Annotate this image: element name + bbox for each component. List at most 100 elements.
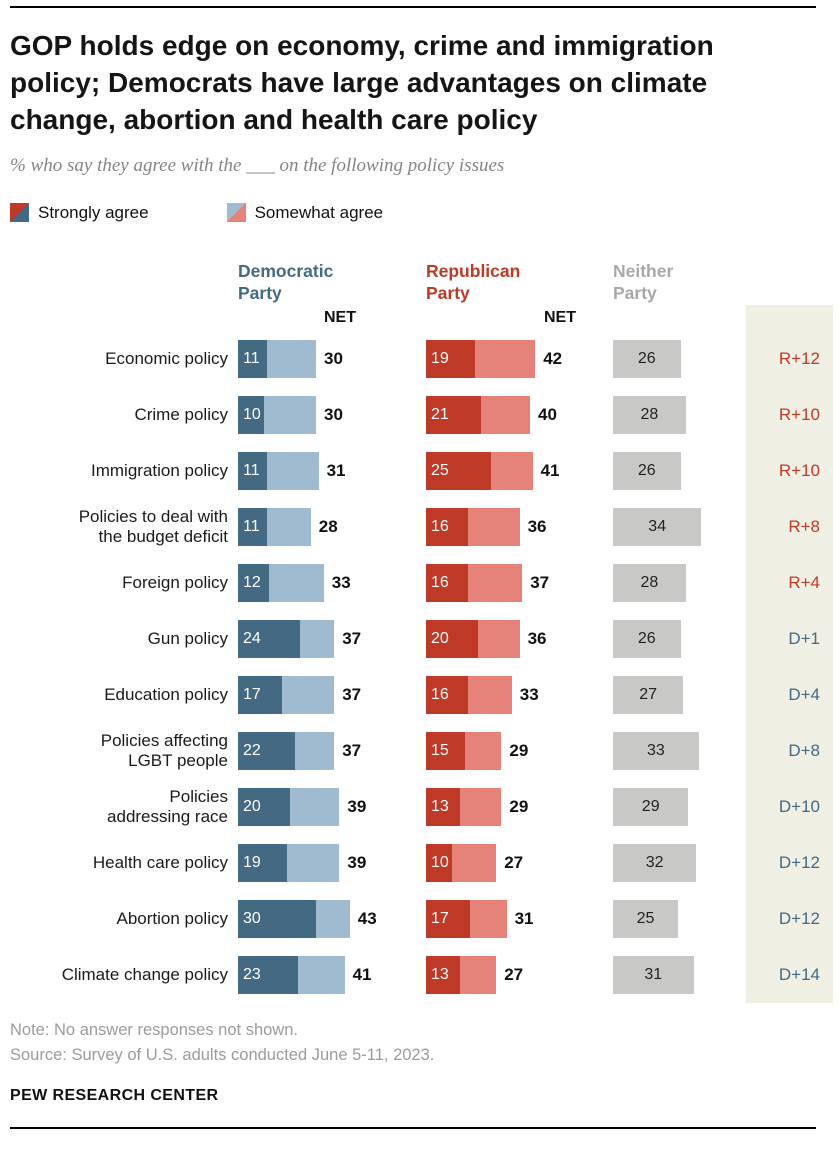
rep-net-value: 31 bbox=[514, 908, 534, 928]
dem-cell: 19 39 bbox=[238, 835, 426, 891]
dem-strong-segment: 11 bbox=[238, 451, 267, 490]
dem-strong-value: 30 bbox=[243, 909, 261, 927]
edge-value: D+10 bbox=[778, 796, 820, 816]
rep-net-value: 36 bbox=[527, 516, 547, 536]
dem-cell: 17 37 bbox=[238, 667, 426, 723]
rep-net-value: 41 bbox=[540, 460, 560, 480]
somewhat-agree-swatch-icon bbox=[226, 203, 246, 223]
row-label: Abortion policy bbox=[116, 908, 228, 928]
rep-cell: 17 31 bbox=[426, 891, 613, 947]
dem-strong-value: 11 bbox=[243, 349, 260, 367]
dem-strong-segment: 30 bbox=[238, 899, 316, 938]
dem-cell: 11 30 bbox=[238, 331, 426, 387]
dem-strong-segment: 23 bbox=[238, 955, 298, 994]
edge-cell: D+12 bbox=[746, 890, 833, 947]
neither-bar: 34 bbox=[613, 507, 702, 546]
rep-net-value: 42 bbox=[543, 348, 563, 368]
neither-cell: 33 bbox=[613, 723, 746, 779]
edge-value: D+12 bbox=[778, 852, 820, 872]
chart-card: GOP holds edge on economy, crime and imm… bbox=[10, 6, 840, 1129]
legend-item-strongly-agree: Strongly agree bbox=[10, 203, 149, 223]
dem-strong-value: 12 bbox=[243, 573, 261, 591]
edge-cell: D+8 bbox=[746, 722, 833, 779]
neither-value: 29 bbox=[641, 797, 660, 815]
neither-cell: 31 bbox=[613, 947, 746, 1003]
dem-bar: 10 bbox=[238, 395, 316, 434]
edge-cell: R+12 bbox=[746, 330, 833, 387]
neither-cell: 34 bbox=[613, 499, 746, 555]
edge-value: D+4 bbox=[788, 684, 820, 704]
neither-cell: 28 bbox=[613, 387, 746, 443]
edge-value: D+12 bbox=[778, 908, 820, 928]
edge-header-cell bbox=[746, 261, 833, 305]
rep-bar: 10 bbox=[426, 843, 497, 882]
dem-net-value: 30 bbox=[324, 348, 343, 368]
neither-value: 28 bbox=[640, 405, 659, 423]
strongly-agree-swatch-icon bbox=[10, 203, 29, 223]
dem-header-cell: Democratic Party bbox=[238, 261, 426, 305]
bottom-rule bbox=[10, 1126, 816, 1129]
rep-cell: 25 41 bbox=[426, 443, 613, 499]
dem-bar: 23 bbox=[238, 955, 345, 994]
dem-net-value: 37 bbox=[342, 684, 362, 704]
dem-net-value: 30 bbox=[324, 404, 343, 424]
edge-cell: R+4 bbox=[746, 554, 833, 611]
edge-cell: R+10 bbox=[746, 386, 833, 443]
dem-cell: 20 39 bbox=[238, 779, 426, 835]
rep-strong-segment: 10 bbox=[426, 843, 452, 882]
top-rule bbox=[10, 6, 816, 8]
neither-value: 34 bbox=[648, 517, 667, 535]
neither-value: 26 bbox=[637, 629, 656, 647]
rep-net-value: 27 bbox=[504, 852, 524, 872]
neither-value: 33 bbox=[647, 741, 665, 759]
rep-cell: 16 33 bbox=[426, 667, 613, 723]
rep-net-value: 36 bbox=[527, 628, 547, 648]
rep-bar: 13 bbox=[426, 787, 502, 826]
dem-strong-value: 23 bbox=[243, 965, 261, 983]
neither-bar: 28 bbox=[613, 563, 686, 602]
rep-strong-segment: 16 bbox=[426, 675, 468, 714]
dem-net-value: 41 bbox=[352, 964, 372, 984]
edge-value: R+4 bbox=[788, 572, 820, 592]
rep-strong-value: 19 bbox=[431, 349, 449, 367]
dem-cell: 10 30 bbox=[238, 387, 426, 443]
dem-net-value: 31 bbox=[326, 460, 346, 480]
dem-bar: 20 bbox=[238, 787, 340, 826]
rep-cell: 13 29 bbox=[426, 779, 613, 835]
edge-value: D+8 bbox=[788, 740, 820, 760]
rep-net-value: 33 bbox=[519, 684, 539, 704]
rep-net-value: 40 bbox=[538, 404, 557, 424]
chart-subtitle: % who say they agree with the ___ on the… bbox=[10, 154, 505, 176]
row-label: Immigration policy bbox=[91, 460, 228, 480]
edge-cell: D+1 bbox=[746, 610, 833, 667]
rep-column-header: Republican Party bbox=[426, 260, 521, 303]
rep-bar: 16 bbox=[426, 563, 523, 602]
dem-strong-segment: 17 bbox=[238, 675, 283, 714]
neither-value: 26 bbox=[637, 461, 656, 479]
rep-strong-segment: 17 bbox=[426, 899, 471, 938]
rep-strong-value: 13 bbox=[431, 797, 449, 815]
rep-strong-segment: 16 bbox=[426, 563, 468, 602]
rep-strong-segment: 15 bbox=[426, 731, 465, 770]
neither-value: 26 bbox=[637, 349, 656, 367]
dem-net-value: 39 bbox=[347, 796, 367, 816]
dem-cell: 11 31 bbox=[238, 443, 426, 499]
legend-item-somewhat-agree: Somewhat agree bbox=[226, 203, 383, 223]
edge-strip-top bbox=[746, 304, 833, 331]
rep-bar: 20 bbox=[426, 619, 520, 658]
brand: PEW RESEARCH CENTER bbox=[10, 1086, 219, 1104]
rep-strong-value: 13 bbox=[431, 965, 449, 983]
rep-strong-segment: 16 bbox=[426, 507, 468, 546]
rep-strong-value: 20 bbox=[431, 629, 449, 647]
dem-cell: 23 41 bbox=[238, 947, 426, 1003]
neither-cell: 28 bbox=[613, 555, 746, 611]
dem-strong-value: 17 bbox=[243, 685, 261, 703]
dem-cell: 22 37 bbox=[238, 723, 426, 779]
neither-cell: 26 bbox=[613, 443, 746, 499]
dem-strong-value: 24 bbox=[243, 629, 261, 647]
chart-row: Climate change policy 23 41 13 27 31 D+1… bbox=[10, 946, 840, 1003]
neither-cell: 25 bbox=[613, 891, 746, 947]
dem-strong-value: 22 bbox=[243, 741, 261, 759]
dem-bar: 11 bbox=[238, 451, 319, 490]
neither-bar: 28 bbox=[613, 395, 686, 434]
